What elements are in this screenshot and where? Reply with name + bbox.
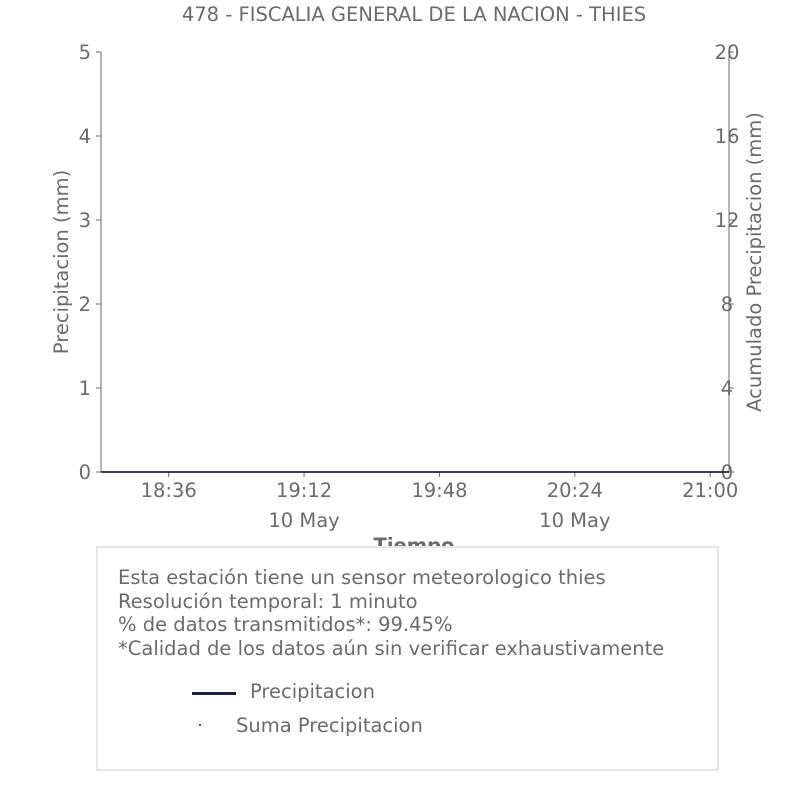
station-info: Esta estación tiene un sensor meteorolog…	[118, 566, 664, 660]
y-tick-label: 3	[79, 209, 91, 232]
legend-line-swatch	[192, 692, 236, 695]
y-tick-label: 1	[79, 377, 91, 400]
info-line-quality: *Calidad de los datos aún sin verificar …	[118, 636, 665, 660]
y-axis-label: Precipitacion (mm)	[50, 170, 73, 354]
x-tick-label: 19:48	[411, 479, 467, 502]
x-tick-label: 18:36	[141, 479, 197, 502]
y2-axis-label: Acumulado Precipitacion (mm)	[743, 112, 766, 412]
y2-tick-label: 4	[721, 377, 733, 400]
y2-tick-label: 12	[715, 209, 740, 232]
y-tick-label: 4	[79, 125, 91, 148]
y-tick-label: 0	[79, 461, 91, 484]
x-tick-label: 21:00	[682, 479, 738, 502]
legend-label: Precipitacion	[250, 680, 375, 703]
info-line-sensor: Esta estación tiene un sensor meteorolog…	[118, 566, 606, 589]
y-tick-label: 5	[79, 41, 91, 64]
y2-tick-label: 20	[715, 41, 740, 64]
info-line-transmitted: % de datos transmitidos*: 99.45%	[118, 613, 453, 636]
y2-tick-label: 8	[721, 293, 733, 316]
info-line-resolution: Resolución temporal: 1 minuto	[118, 589, 418, 613]
info-legend-box: Esta estación tiene un sensor meteorolog…	[96, 546, 719, 771]
x-tick-label: 20:24	[547, 479, 603, 502]
y-tick-label: 2	[79, 293, 91, 316]
x-tick-date-label: 10 May	[539, 509, 610, 532]
legend-label: Suma Precipitacion	[236, 714, 423, 737]
x-tick-date-label: 10 May	[268, 509, 339, 532]
precipitation-chart: 478 - FISCALIA GENERAL DE LA NACION - TH…	[50, 3, 766, 557]
chart-title: 478 - FISCALIA GENERAL DE LA NACION - TH…	[182, 3, 646, 26]
y2-tick-label: 16	[715, 125, 740, 148]
x-tick-label: 19:12	[276, 479, 332, 502]
legend-dot-swatch	[199, 724, 201, 726]
